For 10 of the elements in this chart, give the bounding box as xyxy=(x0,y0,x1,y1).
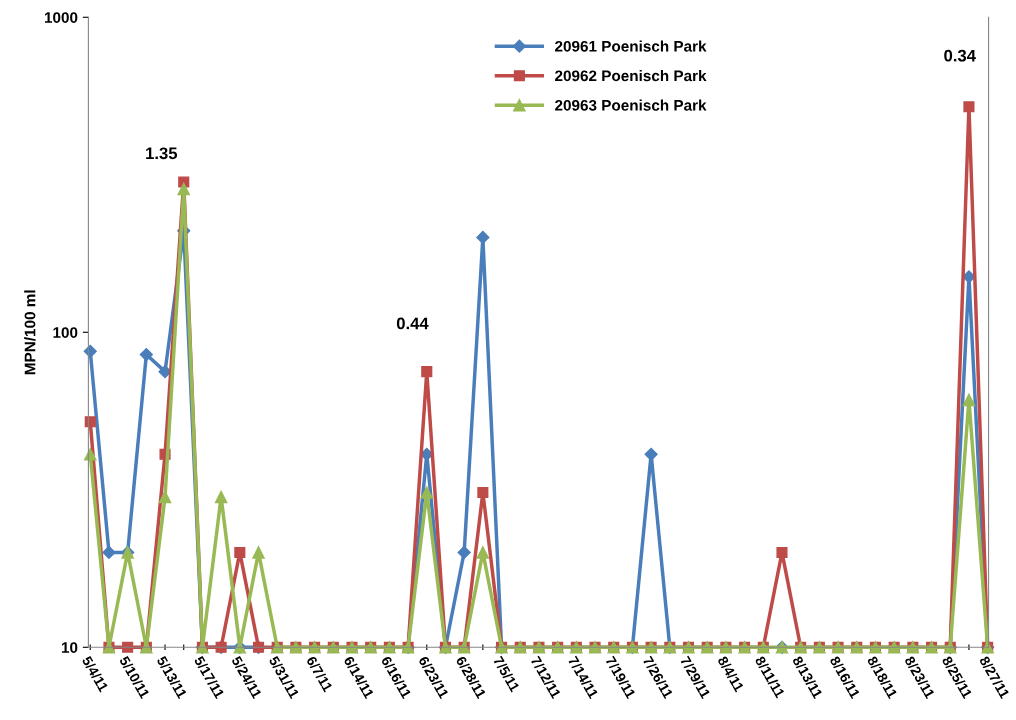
legend-label: 20963 Poenisch Park xyxy=(555,99,707,111)
y-axis-title: MPN/100 ml xyxy=(24,290,36,375)
legend-label: 20961 Poenisch Park xyxy=(555,40,707,52)
annotation: 0.34 xyxy=(944,49,976,62)
annotation: 0.44 xyxy=(396,317,429,330)
y-tick-label: 10 xyxy=(61,642,78,653)
legend-label: 20962 Poenisch Park xyxy=(555,70,707,82)
annotation: 1.35 xyxy=(146,147,178,160)
y-tick-label: 1000 xyxy=(44,12,78,23)
y-tick-label: 100 xyxy=(53,327,78,338)
